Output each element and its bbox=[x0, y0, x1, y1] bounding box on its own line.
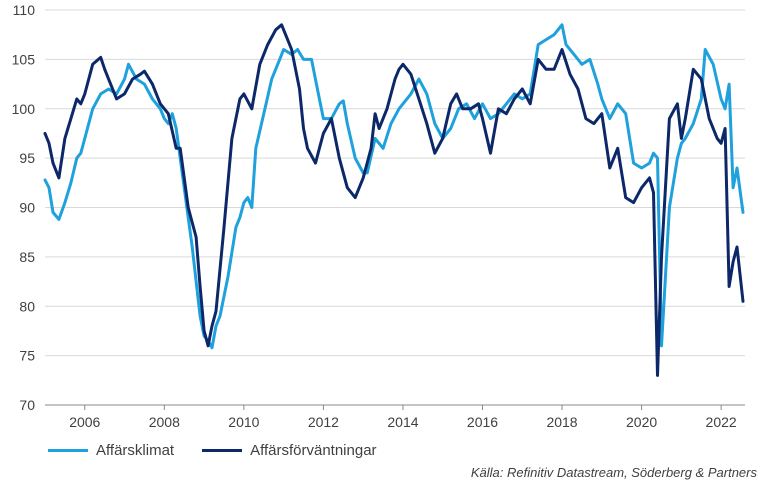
x-tick-label-2020: 2020 bbox=[626, 414, 657, 430]
x-tick-label-2012: 2012 bbox=[308, 414, 339, 430]
x-tick-label-2022: 2022 bbox=[706, 414, 737, 430]
legend-swatch-affarsklimat bbox=[48, 449, 88, 452]
y-tick-label-105: 105 bbox=[12, 51, 36, 67]
y-tick-label-70: 70 bbox=[19, 397, 35, 413]
gridlines bbox=[45, 9, 745, 357]
x-tick-label-2008: 2008 bbox=[149, 414, 180, 430]
y-tick-label-85: 85 bbox=[19, 249, 35, 265]
y-tick-label-80: 80 bbox=[19, 298, 35, 314]
x-tick-label-2006: 2006 bbox=[69, 414, 100, 430]
series-line-0 bbox=[43, 23, 745, 350]
y-tick-label-95: 95 bbox=[19, 150, 35, 166]
y-axis-ticks: 70 75 80 85 90 95 100 105 110 bbox=[12, 2, 36, 413]
x-tick-label-2010: 2010 bbox=[228, 414, 259, 430]
x-axis-ticks: 2006 2008 2010 2012 2014 2016 2018 2020 2022 bbox=[69, 405, 737, 430]
legend-item-affarsklimat: Affärsklimat bbox=[48, 442, 174, 459]
x-tick-label-2018: 2018 bbox=[546, 414, 577, 430]
legend: Affärsklimat Affärsförväntningar bbox=[48, 442, 377, 459]
legend-label-affarsforvantningar: Affärsförväntningar bbox=[250, 442, 377, 459]
x-tick-label-2016: 2016 bbox=[467, 414, 498, 430]
legend-label-affarsklimat: Affärsklimat bbox=[96, 442, 175, 459]
series-line-1 bbox=[43, 23, 745, 377]
y-tick-label-90: 90 bbox=[19, 200, 35, 216]
source-note: Källa: Refinitiv Datastream, Söderberg &… bbox=[470, 465, 757, 480]
y-tick-label-75: 75 bbox=[19, 348, 35, 364]
x-tick-label-2014: 2014 bbox=[387, 414, 418, 430]
legend-item-affarsforvantningar: Affärsförväntningar bbox=[202, 442, 377, 459]
y-tick-label-110: 110 bbox=[13, 2, 36, 18]
y-tick-label-100: 100 bbox=[12, 101, 36, 117]
legend-swatch-affarsforvantningar bbox=[202, 449, 243, 452]
series-lines bbox=[43, 23, 745, 377]
